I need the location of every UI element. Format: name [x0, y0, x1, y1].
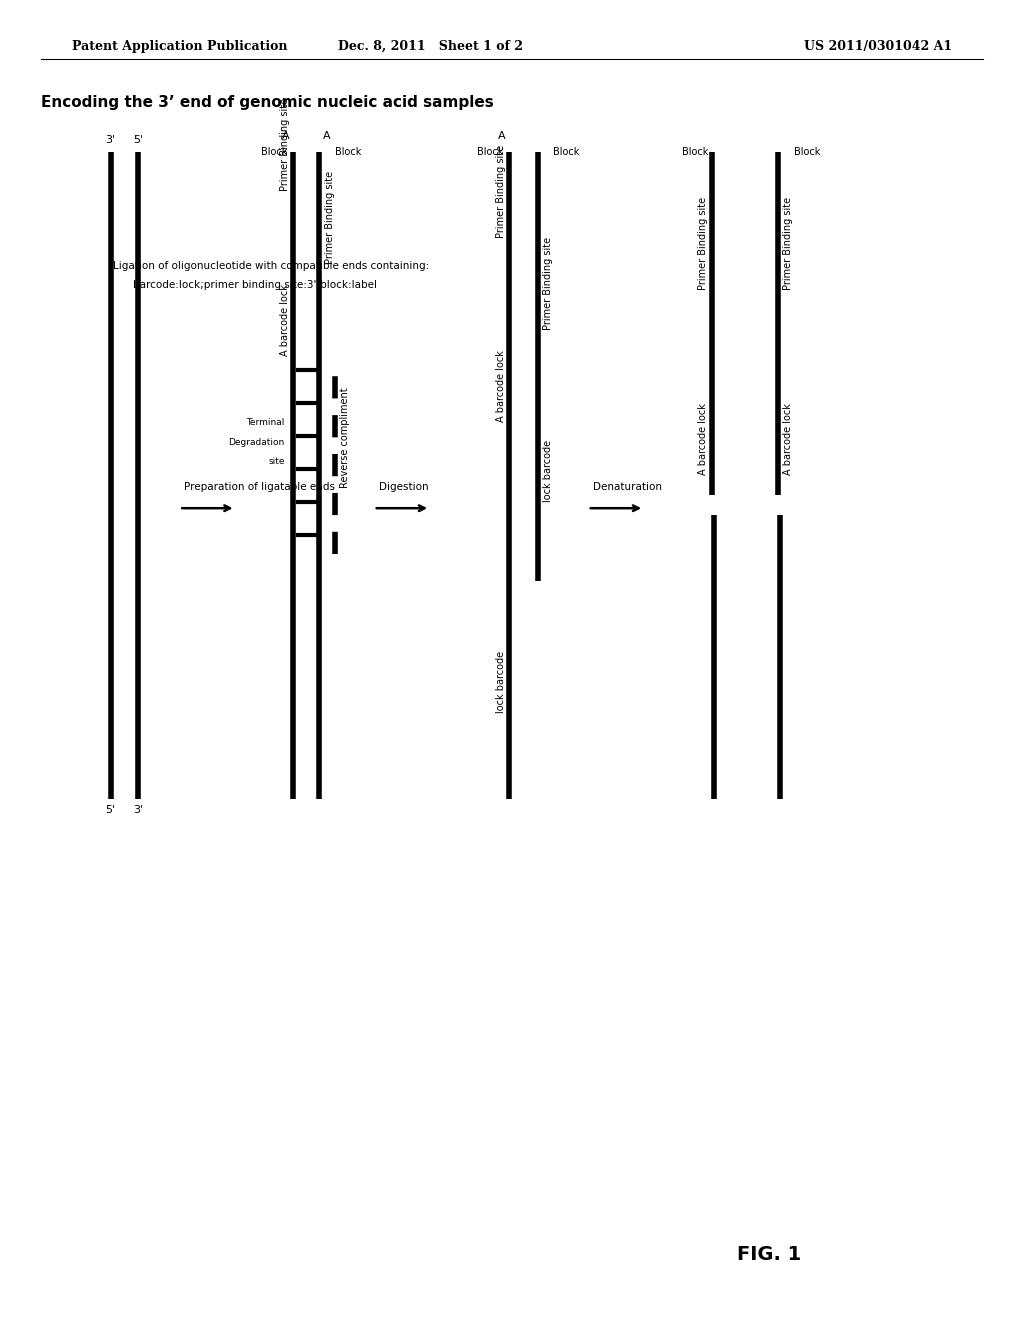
Text: A barcode lock: A barcode lock: [698, 404, 709, 475]
Text: Ligation of oligonucleotide with compatible ends containing:: Ligation of oligonucleotide with compati…: [113, 260, 429, 271]
Text: A barcode lock: A barcode lock: [783, 404, 794, 475]
Text: Primer Binding site: Primer Binding site: [783, 197, 794, 290]
Text: A: A: [499, 131, 506, 141]
Text: Block: Block: [261, 147, 288, 157]
Text: 3': 3': [105, 135, 116, 145]
Text: Reverse compliment: Reverse compliment: [340, 388, 350, 488]
Text: Encoding the 3’ end of genomic nucleic acid samples: Encoding the 3’ end of genomic nucleic a…: [41, 95, 494, 111]
Text: A barcode lock: A barcode lock: [496, 351, 506, 422]
Text: 5': 5': [133, 135, 143, 145]
Text: A barcode lock: A barcode lock: [280, 285, 290, 356]
Text: Patent Application Publication: Patent Application Publication: [72, 40, 287, 53]
Text: US 2011/0301042 A1: US 2011/0301042 A1: [804, 40, 952, 53]
Text: Dec. 8, 2011   Sheet 1 of 2: Dec. 8, 2011 Sheet 1 of 2: [338, 40, 522, 53]
Text: Denaturation: Denaturation: [593, 482, 662, 492]
Text: Block: Block: [794, 147, 820, 157]
Text: Primer Binding site: Primer Binding site: [280, 98, 290, 191]
Text: Primer Binding site: Primer Binding site: [698, 197, 709, 290]
Text: Block: Block: [335, 147, 361, 157]
Text: Primer Binding site: Primer Binding site: [543, 236, 553, 330]
Text: FIG. 1: FIG. 1: [737, 1245, 802, 1263]
Text: lock barcode: lock barcode: [496, 651, 506, 713]
Text: 3': 3': [133, 805, 143, 816]
Text: Primer Binding site: Primer Binding site: [496, 144, 506, 238]
Text: A: A: [283, 131, 290, 141]
Text: Block: Block: [682, 147, 709, 157]
Text: lock barcode: lock barcode: [543, 440, 553, 502]
Text: Block: Block: [477, 147, 504, 157]
Text: Degradation: Degradation: [228, 438, 285, 446]
Text: Terminal: Terminal: [247, 418, 285, 426]
Text: Primer Binding site: Primer Binding site: [325, 170, 335, 264]
Text: Digestion: Digestion: [379, 482, 428, 492]
Text: Preparation of ligatable ends: Preparation of ligatable ends: [184, 482, 335, 492]
Text: barcode:lock;primer binding site:3'-block:label: barcode:lock;primer binding site:3'-bloc…: [133, 280, 377, 290]
Text: Block: Block: [553, 147, 580, 157]
Text: 5': 5': [105, 805, 116, 816]
Text: site: site: [268, 458, 285, 466]
Text: A: A: [323, 131, 330, 141]
